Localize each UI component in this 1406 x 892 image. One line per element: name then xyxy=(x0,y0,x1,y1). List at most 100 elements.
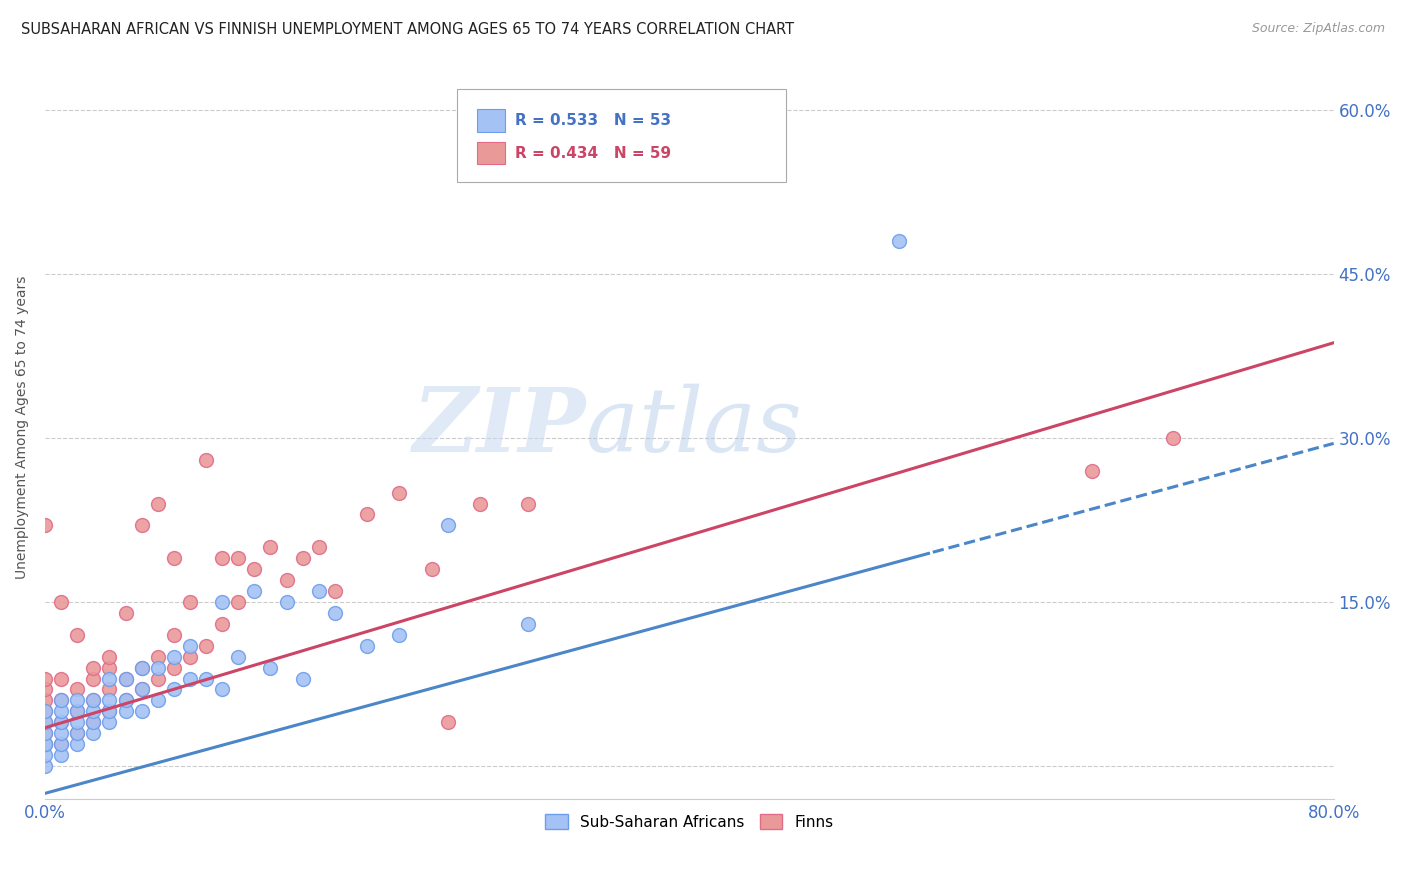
Point xyxy=(179,595,201,609)
Point xyxy=(49,715,72,730)
Bar xyxy=(477,110,505,132)
Point xyxy=(1161,431,1184,445)
Point xyxy=(34,672,56,686)
Text: Source: ZipAtlas.com: Source: ZipAtlas.com xyxy=(1251,22,1385,36)
Point xyxy=(49,672,72,686)
Point xyxy=(887,234,910,248)
Point xyxy=(98,704,121,718)
Point xyxy=(276,595,298,609)
Point xyxy=(226,551,249,566)
Point xyxy=(226,595,249,609)
Point xyxy=(146,672,169,686)
Point xyxy=(1081,464,1104,478)
Point xyxy=(66,704,89,718)
Point xyxy=(82,704,104,718)
Point xyxy=(34,737,56,751)
Point xyxy=(49,748,72,763)
Point xyxy=(195,452,218,467)
Point xyxy=(468,497,491,511)
Point xyxy=(131,704,153,718)
Point xyxy=(66,693,89,707)
Point xyxy=(49,726,72,740)
Point xyxy=(82,693,104,707)
Text: R = 0.533   N = 53: R = 0.533 N = 53 xyxy=(516,113,672,128)
Point xyxy=(163,551,186,566)
Point xyxy=(114,672,136,686)
Point xyxy=(34,759,56,773)
Point xyxy=(49,715,72,730)
Point xyxy=(163,660,186,674)
FancyBboxPatch shape xyxy=(457,88,786,182)
Point xyxy=(517,497,540,511)
Point xyxy=(82,672,104,686)
Point xyxy=(131,660,153,674)
Point xyxy=(388,485,411,500)
Point xyxy=(66,726,89,740)
Point xyxy=(243,562,266,576)
Point xyxy=(49,704,72,718)
Point xyxy=(34,693,56,707)
Point xyxy=(49,737,72,751)
Point xyxy=(291,672,314,686)
Point xyxy=(82,726,104,740)
Point xyxy=(98,660,121,674)
Point xyxy=(436,715,458,730)
Y-axis label: Unemployment Among Ages 65 to 74 years: Unemployment Among Ages 65 to 74 years xyxy=(15,276,30,579)
Point xyxy=(131,682,153,697)
Point xyxy=(276,573,298,587)
Point xyxy=(34,726,56,740)
Point xyxy=(211,595,233,609)
Point xyxy=(243,584,266,599)
Point xyxy=(34,518,56,533)
Point xyxy=(114,704,136,718)
Point xyxy=(211,616,233,631)
Text: R = 0.434   N = 59: R = 0.434 N = 59 xyxy=(516,145,672,161)
Point xyxy=(211,551,233,566)
Point xyxy=(163,628,186,642)
Point xyxy=(195,639,218,653)
Point xyxy=(66,726,89,740)
Point xyxy=(34,715,56,730)
Point xyxy=(34,748,56,763)
Point xyxy=(34,737,56,751)
Point xyxy=(66,704,89,718)
Point xyxy=(163,649,186,664)
Point xyxy=(114,606,136,620)
Point xyxy=(356,639,378,653)
Point xyxy=(211,682,233,697)
Point xyxy=(195,672,218,686)
Text: SUBSAHARAN AFRICAN VS FINNISH UNEMPLOYMENT AMONG AGES 65 TO 74 YEARS CORRELATION: SUBSAHARAN AFRICAN VS FINNISH UNEMPLOYME… xyxy=(21,22,794,37)
Point xyxy=(66,682,89,697)
Point xyxy=(179,649,201,664)
Point xyxy=(98,649,121,664)
Point xyxy=(226,649,249,664)
Point xyxy=(82,715,104,730)
Point xyxy=(98,682,121,697)
Point xyxy=(114,672,136,686)
Bar xyxy=(477,142,505,164)
Point xyxy=(82,660,104,674)
Point xyxy=(388,628,411,642)
Text: atlas: atlas xyxy=(586,384,801,470)
Point xyxy=(308,541,330,555)
Point xyxy=(34,682,56,697)
Point xyxy=(66,628,89,642)
Point xyxy=(34,704,56,718)
Point xyxy=(179,672,201,686)
Point xyxy=(291,551,314,566)
Point xyxy=(49,595,72,609)
Point xyxy=(436,518,458,533)
Point xyxy=(323,584,346,599)
Point xyxy=(98,715,121,730)
Point xyxy=(98,693,121,707)
Point xyxy=(66,737,89,751)
Point xyxy=(163,682,186,697)
Point xyxy=(259,660,281,674)
Point xyxy=(146,497,169,511)
Point xyxy=(49,693,72,707)
Point xyxy=(34,726,56,740)
Point xyxy=(82,693,104,707)
Point xyxy=(146,649,169,664)
Point xyxy=(49,737,72,751)
Point xyxy=(131,682,153,697)
